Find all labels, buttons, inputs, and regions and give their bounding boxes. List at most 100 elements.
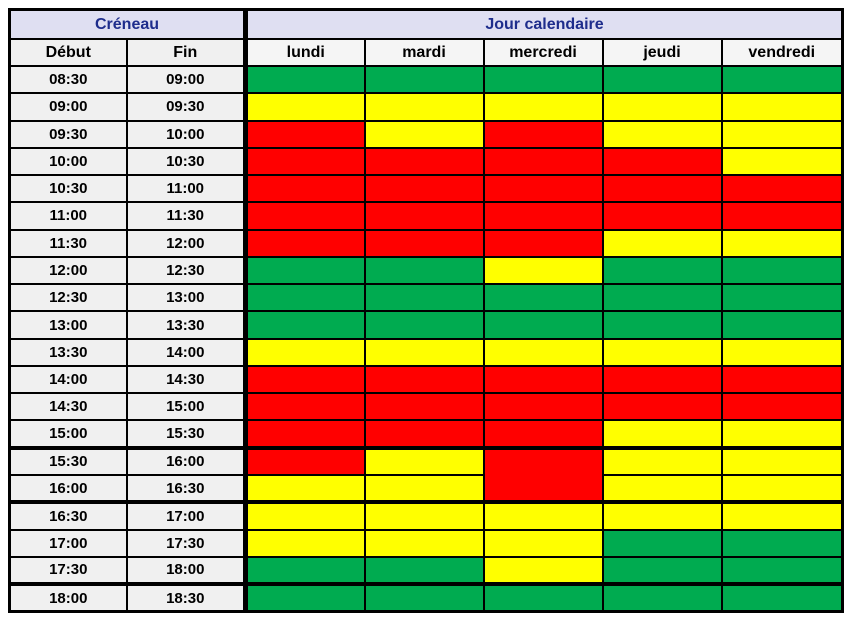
availability-cell-green — [482, 283, 604, 313]
availability-cell-red — [363, 364, 485, 395]
availability-cell-yellow — [720, 473, 844, 505]
availability-cell-green — [243, 255, 366, 286]
availability-cell-yellow — [720, 119, 844, 149]
availability-cell-green — [720, 64, 844, 95]
availability-cell-yellow — [243, 501, 366, 531]
slot-end-cell: 14:30 — [125, 364, 247, 395]
availability-cell-yellow — [482, 92, 604, 122]
slot-start-cell: 14:30 — [8, 392, 128, 422]
availability-cell-red — [601, 392, 723, 422]
availability-cell-yellow — [243, 473, 366, 505]
availability-cell-yellow — [243, 337, 366, 367]
group-header-row: Créneau Jour calendaire — [8, 8, 844, 40]
availability-cell-red — [363, 392, 485, 422]
slot-start-cell: 17:00 — [8, 528, 128, 558]
availability-cell-yellow — [601, 501, 723, 531]
availability-cell-red — [243, 228, 366, 258]
availability-cell-red — [482, 174, 604, 204]
schedule-table: Créneau Jour calendaire Début Fin lundi m… — [8, 8, 845, 613]
schedule-row: 15:00 15:30 — [8, 419, 844, 450]
schedule-row: 16:30 17:00 — [8, 501, 844, 531]
schedule-row: 18:00 18:30 — [8, 583, 844, 613]
availability-cell-yellow — [601, 119, 723, 149]
availability-cell-yellow — [363, 337, 485, 367]
schedule-row: 09:00 09:30 — [8, 92, 844, 122]
availability-cell-green — [243, 64, 366, 95]
availability-cell-red — [243, 119, 366, 149]
slot-end-cell: 17:30 — [125, 528, 247, 558]
availability-cell-red — [482, 228, 604, 258]
schedule-row: 14:00 14:30 — [8, 364, 844, 395]
availability-cell-yellow — [720, 337, 844, 367]
availability-cell-red — [243, 201, 366, 231]
availability-cell-green — [243, 583, 366, 613]
availability-cell-yellow — [243, 92, 366, 122]
day-column-header-mardi: mardi — [363, 38, 485, 67]
slot-end-cell: 16:30 — [125, 473, 247, 505]
availability-cell-green — [601, 583, 723, 613]
availability-cell-green — [601, 528, 723, 558]
column-header-row: Début Fin lundi mardi mercredi jeudi vendred… — [8, 38, 844, 67]
availability-cell-green — [720, 555, 844, 587]
availability-cell-yellow — [720, 228, 844, 258]
availability-cell-yellow — [601, 337, 723, 367]
slot-start-cell: 09:00 — [8, 92, 128, 122]
availability-cell-yellow — [482, 555, 604, 587]
slot-end-cell: 09:00 — [125, 64, 247, 95]
slot-start-cell: 15:00 — [8, 419, 128, 450]
schedule-row: 17:00 17:30 — [8, 528, 844, 558]
slot-end-cell: 12:00 — [125, 228, 247, 258]
availability-cell-red — [243, 146, 366, 177]
slot-start-cell: 13:00 — [8, 310, 128, 340]
availability-cell-yellow — [243, 528, 366, 558]
availability-cell-red — [601, 174, 723, 204]
availability-cell-red — [482, 446, 604, 505]
availability-cell-green — [363, 283, 485, 313]
day-column-header-vendredi: vendredi — [720, 38, 844, 67]
slot-end-cell: 14:00 — [125, 337, 247, 367]
jour-calendaire-group-header: Jour calendaire — [242, 8, 844, 40]
availability-cell-green — [720, 528, 844, 558]
availability-cell-green — [601, 283, 723, 313]
slot-end-cell: 10:00 — [125, 119, 247, 149]
availability-cell-green — [601, 255, 723, 286]
availability-cell-yellow — [720, 446, 844, 476]
schedule-row: 13:30 14:00 — [8, 337, 844, 367]
availability-cell-yellow — [363, 473, 485, 505]
availability-cell-green — [243, 283, 366, 313]
availability-cell-red — [363, 201, 485, 231]
slot-end-cell: 18:30 — [125, 583, 247, 613]
availability-cell-green — [363, 310, 485, 340]
slot-start-cell: 18:00 — [8, 583, 128, 613]
slot-start-cell: 17:30 — [8, 555, 128, 587]
schedule-row: 09:30 10:00 — [8, 119, 844, 149]
schedule-row: 12:00 12:30 — [8, 255, 844, 286]
slot-start-cell: 08:30 — [8, 64, 128, 95]
availability-cell-green — [243, 555, 366, 587]
availability-cell-red — [243, 392, 366, 422]
schedule-row: 11:00 11:30 — [8, 201, 844, 231]
day-column-header-lundi: lundi — [243, 38, 366, 67]
slot-start-cell: 16:00 — [8, 473, 128, 505]
availability-cell-red — [720, 201, 844, 231]
schedule-row: 11:30 12:00 — [8, 228, 844, 258]
availability-cell-green — [720, 255, 844, 286]
slot-start-cell: 14:00 — [8, 364, 128, 395]
schedule-row: 17:30 18:00 — [8, 555, 844, 587]
availability-cell-yellow — [363, 501, 485, 531]
schedule-row: 14:30 15:00 — [8, 392, 844, 422]
slot-start-cell: 13:30 — [8, 337, 128, 367]
availability-cell-red — [363, 146, 485, 177]
availability-cell-green — [363, 255, 485, 286]
availability-cell-yellow — [363, 446, 485, 476]
availability-cell-yellow — [601, 92, 723, 122]
slot-end-cell: 13:00 — [125, 283, 247, 313]
slot-start-cell: 16:30 — [8, 501, 128, 531]
availability-cell-yellow — [363, 528, 485, 558]
availability-cell-red — [601, 146, 723, 177]
schedule-row: 13:00 13:30 — [8, 310, 844, 340]
slot-end-cell: 18:00 — [125, 555, 247, 587]
availability-cell-green — [363, 583, 485, 613]
slot-end-cell: 11:00 — [125, 174, 247, 204]
slot-end-cell: 13:30 — [125, 310, 247, 340]
